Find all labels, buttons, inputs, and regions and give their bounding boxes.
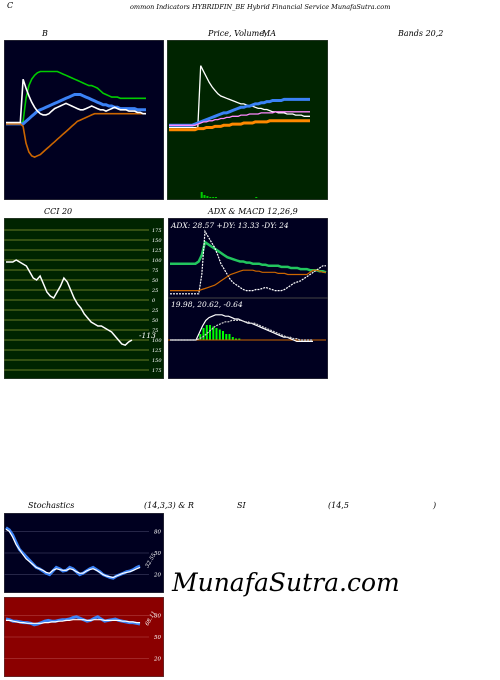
- macd-histogram-bar: [212, 326, 215, 340]
- stochastics-tick-label: 20: [153, 573, 161, 579]
- price-label: Price, Volume,: [208, 29, 267, 38]
- macd-histogram-bar: [235, 338, 237, 340]
- rsi-tick-label: 20: [153, 657, 161, 663]
- stochastics-d-line: [5, 528, 141, 579]
- macd-histogram-bar: [238, 338, 241, 340]
- macd-bg: [168, 298, 328, 379]
- adx-plus_di-line: [170, 229, 326, 295]
- header-letter: C: [7, 1, 14, 10]
- adx-macd-label: ADX & MACD 12,26,9: [208, 207, 298, 216]
- adx-adx-line: [170, 240, 327, 274]
- volume-bar: [206, 196, 209, 198]
- cci-tick-label: 125: [152, 348, 162, 354]
- stochastics-tick-label: 50: [154, 551, 161, 557]
- volume-bar: [209, 197, 212, 198]
- cci-label: CCI 20: [44, 207, 73, 216]
- cci-tick-label: 75: [152, 328, 158, 334]
- cci-tick-label: 175: [152, 368, 162, 374]
- header-title: ommon Indicators HYBRIDFIN_BE Hybrid Fin…: [130, 3, 391, 11]
- adx-panel: ADX: 28.57 +DY: 13.33 -DY: 24: [168, 218, 328, 298]
- cci-tick-label: 100: [152, 258, 162, 264]
- macd-annotation: 19.98, 20.62, -0.64: [171, 300, 243, 309]
- macd-panel: 19.98, 20.62, -0.64: [168, 298, 328, 379]
- cci-tick-label: 150: [152, 238, 162, 244]
- cci-tick-label: 100: [152, 338, 162, 344]
- cci-bg: [4, 218, 164, 379]
- cci-tick-label: 75: [152, 268, 158, 274]
- volume-bar: [215, 197, 217, 198]
- cci-last-value: -113: [139, 331, 156, 340]
- cci-line: [6, 259, 133, 347]
- volume-bar: [200, 192, 203, 198]
- macd-histogram-bar: [199, 334, 202, 340]
- volume-bar: [255, 197, 258, 198]
- stoch-params-label: (14,3,3) & R: [144, 501, 194, 510]
- macd-macd-line: [170, 314, 313, 343]
- cci-tick-label: 175: [152, 228, 162, 234]
- cci-tick-label: 0: [152, 298, 156, 304]
- watermark: MunafaSutra.com: [172, 568, 400, 597]
- bollinger-upper-line: [6, 70, 146, 125]
- bollinger-middle-line: [6, 93, 146, 126]
- macd-histogram-bar: [202, 328, 205, 340]
- stoch-label: Stochastics: [28, 501, 75, 510]
- rsi-params-label: (14,5: [328, 501, 349, 510]
- cci-panel: 175 150 125 100 75 50 25 0 25 50 75 100 125 150 175 -1…: [4, 218, 164, 379]
- bollinger-bg: [4, 40, 164, 200]
- si-label: SI: [237, 501, 246, 510]
- price-ma-panel: [167, 40, 328, 200]
- bands-label: Bands 20,2: [398, 29, 444, 38]
- adx-minus_di-line: [170, 269, 326, 292]
- macd-histogram-bar: [209, 325, 211, 340]
- macd-histogram-bar: [215, 328, 218, 340]
- volume-bar: [203, 195, 206, 198]
- bb-label: B: [42, 29, 48, 38]
- stochastics-tick-label: 80: [154, 529, 161, 535]
- paren-label: ): [433, 501, 437, 510]
- macd-histogram-bar: [218, 329, 221, 340]
- cci-tick-label: 125: [152, 248, 162, 254]
- bollinger-price-line: [6, 78, 146, 124]
- cci-tick-label: 25: [151, 308, 158, 314]
- cci-tick-label: 25: [151, 288, 158, 294]
- rsi-tick-label: 50: [154, 635, 161, 641]
- ma-label: MA: [262, 29, 276, 38]
- bollinger-lower-line: [6, 112, 146, 158]
- adx-annotation: ADX: 28.57 +DY: 13.33 -DY: 24: [170, 221, 289, 230]
- adx-bg: [168, 218, 328, 298]
- cci-tick-label: 150: [152, 358, 162, 364]
- volume-bar: [212, 197, 215, 198]
- bollinger-panel: [4, 40, 164, 200]
- macd-histogram-bar: [205, 325, 208, 340]
- macd-histogram-bar: [225, 334, 228, 340]
- rsi-tick-label: 80: [154, 613, 161, 619]
- price-ma_mid-line: [169, 111, 310, 126]
- macd-histogram-bar: [222, 331, 224, 340]
- rsi-rsi_smooth-line: [6, 619, 140, 624]
- price-ma_long-line: [169, 119, 310, 132]
- macd-histogram-bar: [231, 337, 234, 340]
- macd-histogram-bar: [228, 334, 231, 340]
- cci-tick-label: 50: [152, 318, 159, 324]
- price-price-line: [169, 65, 310, 129]
- cci-tick-label: 50: [152, 278, 159, 284]
